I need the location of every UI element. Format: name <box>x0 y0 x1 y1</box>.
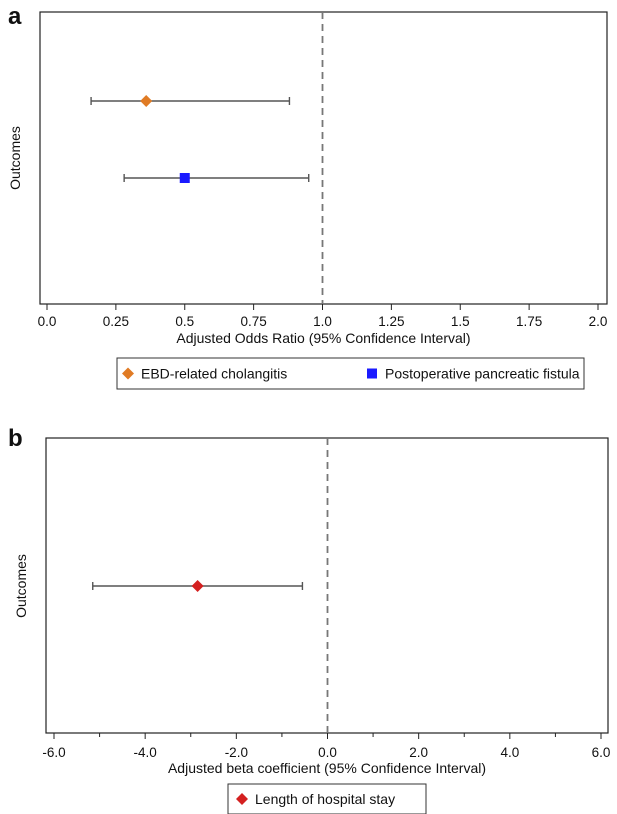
x-tick-label: 1.0 <box>313 314 332 329</box>
legend-box <box>116 357 585 390</box>
legend-label: Postoperative pancreatic fistula <box>385 366 580 382</box>
x-tick-label: 0.0 <box>38 314 57 329</box>
panel-label: b <box>8 425 23 452</box>
legend-label: EBD-related cholangitis <box>141 366 287 382</box>
x-tick-label: -6.0 <box>42 745 65 760</box>
y-axis-label: Outcomes <box>13 554 29 618</box>
panel-label: a <box>8 3 22 30</box>
x-tick-label: 2.0 <box>409 745 428 760</box>
legend: Length of hospital stay <box>227 783 427 814</box>
x-tick-label: 0.0 <box>318 745 337 760</box>
x-tick-label: 1.5 <box>451 314 470 329</box>
legend-marker-square <box>367 368 377 379</box>
x-tick-label: 0.75 <box>240 314 266 329</box>
estimate-marker-diamond <box>191 580 204 592</box>
x-tick-label: 0.25 <box>103 314 129 329</box>
x-axis-label: Adjusted Odds Ratio (95% Confidence Inte… <box>176 330 470 346</box>
x-tick-label: -4.0 <box>134 745 157 760</box>
x-axis-label: Adjusted beta coefficient (95% Confidenc… <box>168 760 486 776</box>
x-tick-label: 1.25 <box>378 314 404 329</box>
legend-marker-diamond <box>236 793 248 805</box>
panel-b: b -6.0 -4.0 -2.0 0.0 2.0 4.0 6.0 Adjusted beta c… <box>8 425 610 814</box>
estimate-marker-diamond <box>140 95 153 107</box>
estimate-marker-square <box>179 173 190 183</box>
legend-box <box>227 783 427 814</box>
x-tick-label: 4.0 <box>500 745 519 760</box>
series-1 <box>92 580 304 592</box>
x-tick-label: 0.5 <box>175 314 194 329</box>
plot-frame <box>39 11 608 305</box>
x-tick-label: 6.0 <box>592 745 611 760</box>
x-tick-label: 1.75 <box>516 314 542 329</box>
legend-label: Length of hospital stay <box>255 791 395 807</box>
series-1 <box>90 95 291 107</box>
y-axis-label: Outcomes <box>7 126 23 190</box>
x-tick-label: -2.0 <box>225 745 248 760</box>
x-tick-label: 2.0 <box>589 314 608 329</box>
series-2 <box>123 173 310 183</box>
legend: EBD-related cholangitis Postoperative pan… <box>116 357 585 390</box>
panel-a: a 0.0 0.25 0.5 0.75 1.0 1.25 1.5 1.75 2.0 Adjusted… <box>7 3 608 390</box>
legend-marker-diamond <box>122 367 134 380</box>
